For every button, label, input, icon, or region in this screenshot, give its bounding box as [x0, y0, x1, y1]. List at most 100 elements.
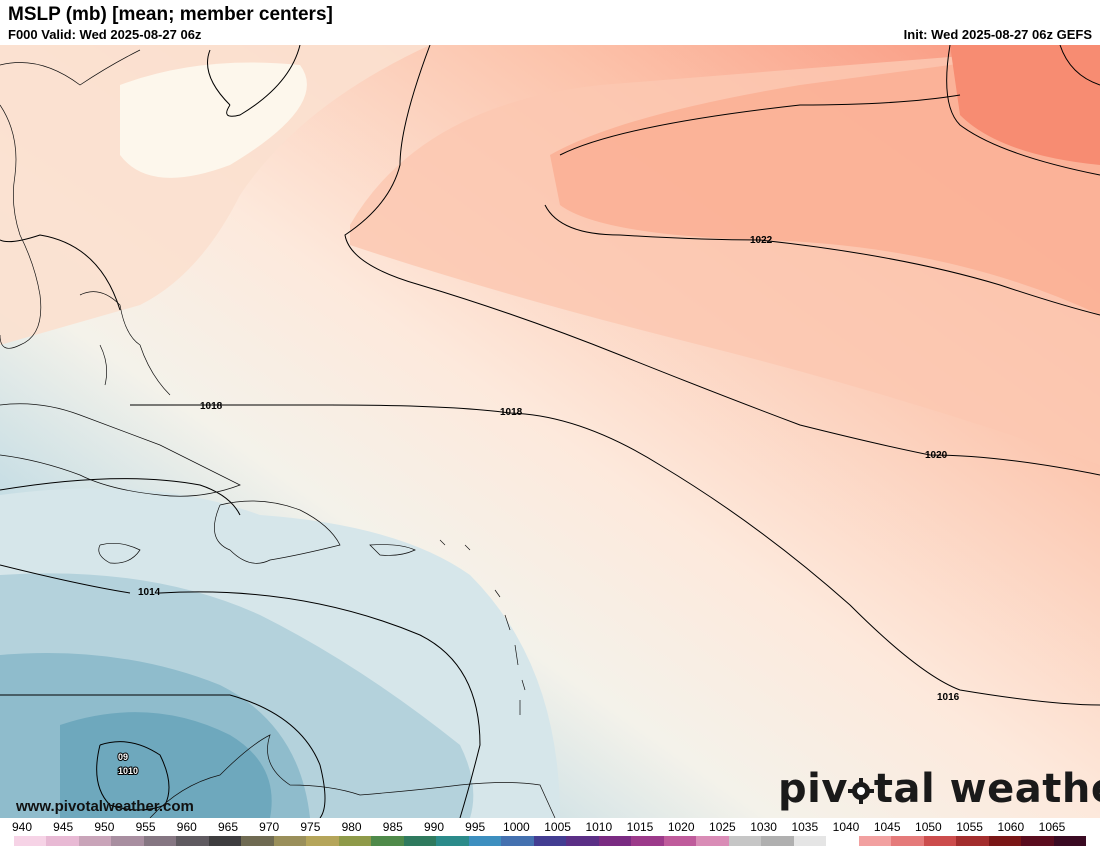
contour-label-1018-west: 1018: [200, 401, 223, 412]
colorbar-swatch: [208, 836, 242, 846]
band-1016-north: [0, 45, 430, 345]
gear-icon-svg: [847, 778, 874, 804]
colorbar-tick-label: 1045: [873, 820, 901, 834]
colorbar-swatch: [241, 836, 274, 846]
colorbar-tick-label: 975: [300, 820, 321, 834]
colorbar-swatch: [176, 836, 209, 846]
brand-text-before: piv: [778, 766, 848, 812]
colorbar-swatch: [338, 836, 372, 846]
colorbar-tick-label: 1060: [997, 820, 1025, 834]
isobars: [0, 45, 1100, 818]
colorbar-swatch: [1021, 836, 1054, 846]
puerto-rico: [369, 544, 416, 556]
colorbar-swatch: [826, 836, 859, 846]
colorbar-tick-label: 945: [53, 820, 74, 834]
low-center-member: 09: [118, 752, 128, 762]
colorbar-tick-label: 980: [341, 820, 362, 834]
colorbar-tick-label: 1030: [750, 820, 777, 834]
colorbar-swatch: [663, 836, 697, 846]
contour-labels: 1022 1020 1018 1018 1016 1014 09 1010: [117, 235, 960, 777]
colorbar-swatch: [598, 836, 632, 846]
colorbar-tick-label: 1025: [709, 820, 736, 834]
south-america-coast: [149, 734, 556, 818]
colorbar-swatch: [46, 836, 79, 846]
colorbar-swatch: [956, 836, 989, 846]
init-time: Init: Wed 2025-08-27 06z GEFS: [903, 27, 1092, 42]
colorbar-swatch: [891, 836, 924, 846]
colorbar-swatch: [1053, 836, 1086, 846]
isobar-1022: [544, 94, 1100, 316]
colorbar-swatch: [111, 836, 144, 846]
jamaica: [98, 543, 141, 564]
colorbar-swatch: [631, 836, 664, 846]
brand-logo: piv tal weather: [778, 766, 1100, 812]
contour-label-1014: 1014: [138, 587, 161, 598]
colorbar-tick-label: 940: [11, 820, 33, 834]
colorbar-swatch: [143, 836, 177, 846]
colorbar-tick-label: 960: [176, 820, 197, 834]
colorbar-tick-label: 995: [465, 820, 486, 834]
gear-icon: [847, 768, 874, 804]
coastlines: [0, 49, 556, 818]
colorbar-tick-label: 1015: [626, 820, 654, 834]
isobar-1016-north: [207, 45, 301, 117]
colorbar-tick-label: 1040: [832, 820, 860, 834]
hispaniola: [214, 500, 341, 564]
isobar-1014: [0, 478, 481, 818]
isobar-1020-west: [0, 234, 121, 311]
contour-label-1022: 1022: [750, 235, 773, 246]
isobar-1020: [344, 45, 1100, 476]
colorbar-tick-label: 1000: [503, 820, 530, 834]
colorbar-tick-label: 1020: [667, 820, 695, 834]
brand-text-after: tal weather: [873, 766, 1100, 812]
isobar-1024: [946, 45, 1100, 176]
colorbar-swatch: [533, 836, 567, 846]
colorbar-tick-label: 1035: [791, 820, 819, 834]
colorbar-swatch: [761, 836, 794, 846]
colorbar-swatch: [858, 836, 892, 846]
colorbar-swatch: [403, 836, 437, 846]
colorbar-tick-label: 950: [94, 820, 115, 834]
colorbar-swatch: [501, 836, 534, 846]
colorbar-tick-label: 990: [423, 820, 445, 834]
band-1024: [950, 45, 1100, 165]
colorbar-tick-label: 970: [259, 820, 280, 834]
header-title: MSLP (mb) [mean; member centers]: [8, 4, 333, 25]
low-center-pressure: 1010: [118, 766, 138, 776]
colorbar-tick-label: 1055: [956, 820, 983, 834]
colorbar-strip: [14, 836, 1086, 846]
colorbar-tick-label: 1010: [585, 820, 613, 834]
colorbar-swatch: [436, 836, 469, 846]
colorbar-swatch: [793, 836, 827, 846]
band-1008: [60, 712, 272, 818]
contour-label-1018-east: 1018: [500, 407, 523, 418]
band-light-north: [120, 62, 307, 178]
isobar-1018: [130, 404, 1100, 706]
colorbar-swatch: [273, 836, 307, 846]
colorbar-swatch: [923, 836, 957, 846]
bahamas: [79, 291, 171, 396]
colorbar-swatch: [566, 836, 599, 846]
isobar-1010-center: [96, 741, 170, 811]
colorbar-swatch: [468, 836, 502, 846]
isobar-1026: [1059, 45, 1100, 86]
colorbar-swatch: [306, 836, 339, 846]
lesser-antilles: [439, 539, 526, 715]
website-watermark: www.pivotalweather.com: [16, 798, 194, 815]
us-southeast-coast: [0, 49, 141, 349]
colorbar-swatch: [14, 836, 47, 846]
isobar-1012: [0, 694, 326, 818]
colorbar-tick-label: 1005: [544, 820, 571, 834]
colorbar-swatch: [728, 836, 762, 846]
colorbar-tick-label: 1050: [915, 820, 942, 834]
colorbar-swatch: [696, 836, 729, 846]
map-canvas: 1022 1020 1018 1018 1016 1014 09 1010: [0, 45, 1100, 818]
colorbar-tick-label: 965: [217, 820, 239, 834]
contour-label-1016: 1016: [937, 692, 960, 703]
colorbar-swatch: [78, 836, 112, 846]
colorbar-tick-label: 985: [382, 820, 403, 834]
mslp-map: 1022 1020 1018 1018 1016 1014 09 1010: [0, 45, 1100, 818]
cuba: [0, 403, 241, 497]
contour-label-1020: 1020: [925, 450, 948, 461]
colorbar-tick-label: 955: [135, 820, 156, 834]
